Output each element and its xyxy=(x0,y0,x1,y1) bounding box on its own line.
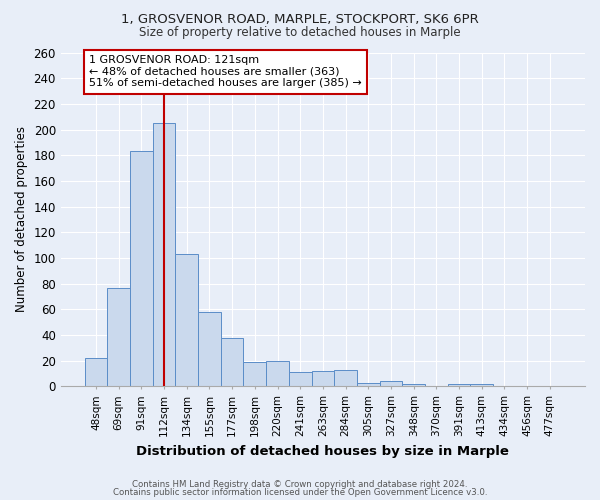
Text: Size of property relative to detached houses in Marple: Size of property relative to detached ho… xyxy=(139,26,461,39)
Bar xyxy=(448,384,470,386)
Text: 1 GROSVENOR ROAD: 121sqm
← 48% of detached houses are smaller (363)
51% of semi-: 1 GROSVENOR ROAD: 121sqm ← 48% of detach… xyxy=(89,55,362,88)
Bar xyxy=(357,382,380,386)
Bar xyxy=(198,312,221,386)
Bar xyxy=(152,123,175,386)
Bar xyxy=(130,152,152,386)
Bar xyxy=(244,362,266,386)
Bar xyxy=(311,371,334,386)
Bar xyxy=(380,382,403,386)
X-axis label: Distribution of detached houses by size in Marple: Distribution of detached houses by size … xyxy=(136,444,509,458)
Bar xyxy=(403,384,425,386)
Bar xyxy=(107,288,130,386)
Text: 1, GROSVENOR ROAD, MARPLE, STOCKPORT, SK6 6PR: 1, GROSVENOR ROAD, MARPLE, STOCKPORT, SK… xyxy=(121,12,479,26)
Text: Contains HM Land Registry data © Crown copyright and database right 2024.: Contains HM Land Registry data © Crown c… xyxy=(132,480,468,489)
Y-axis label: Number of detached properties: Number of detached properties xyxy=(15,126,28,312)
Bar xyxy=(85,358,107,386)
Bar xyxy=(289,372,311,386)
Bar xyxy=(221,338,244,386)
Bar xyxy=(175,254,198,386)
Bar xyxy=(334,370,357,386)
Text: Contains public sector information licensed under the Open Government Licence v3: Contains public sector information licen… xyxy=(113,488,487,497)
Bar xyxy=(266,360,289,386)
Bar xyxy=(470,384,493,386)
